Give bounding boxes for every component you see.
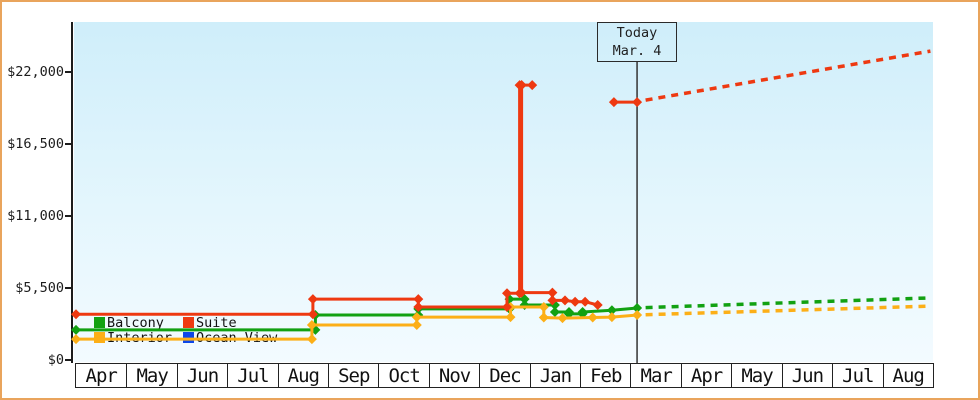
month-cell: Jun [176, 364, 227, 387]
legend-label-ocean-view: Ocean View [196, 329, 278, 346]
today-annotation-box: Today Mar. 4 [597, 22, 677, 62]
month-cell: Mar [630, 364, 680, 387]
y-axis-label: $11,000 [7, 208, 64, 224]
month-cell: Oct [378, 364, 428, 387]
today-label: Today [616, 25, 658, 41]
month-cell: Feb [580, 364, 630, 387]
month-cell: Jan [529, 364, 580, 387]
y-axis-label: $5,500 [15, 280, 64, 296]
ocean-view-swatch-icon [183, 332, 194, 343]
month-cell: May [126, 364, 176, 387]
plot-area [74, 22, 933, 362]
month-cell: May [731, 364, 781, 387]
y-axis-label: $0 [47, 352, 64, 368]
month-cell: Aug [277, 364, 328, 387]
x-axis-month-band: Apr May Jun Jul Aug Sep Oct Nov Dec Jan Feb Mar Apr M… [75, 363, 934, 388]
month-cell: Jul [227, 364, 277, 387]
month-cell: Jun [781, 364, 832, 387]
legend-label-suite: Suite [196, 314, 237, 331]
month-cell: Dec [479, 364, 529, 387]
y-axis-label: $16,500 [7, 136, 64, 152]
month-cell: Sep [328, 364, 378, 387]
today-date-label: Mar. 4 [612, 43, 662, 59]
legend-item-balcony: Balcony [94, 314, 164, 331]
month-cell: Jul [832, 364, 882, 387]
legend-item-suite: Suite [183, 314, 237, 331]
suite-swatch-icon [183, 317, 194, 328]
legend-label-interior: Interior [107, 329, 173, 346]
legend-item-ocean-view: Ocean View [183, 329, 278, 346]
month-cell: Apr [85, 364, 118, 387]
legend-label-balcony: Balcony [107, 314, 164, 331]
interior-swatch-icon [94, 332, 105, 343]
month-cell: Aug [882, 364, 933, 387]
legend-item-interior: Interior [94, 329, 173, 346]
y-axis-label: $22,000 [7, 64, 64, 80]
month-cell: Apr [680, 364, 731, 387]
month-cell: Nov [428, 364, 479, 387]
balcony-swatch-icon [94, 317, 105, 328]
